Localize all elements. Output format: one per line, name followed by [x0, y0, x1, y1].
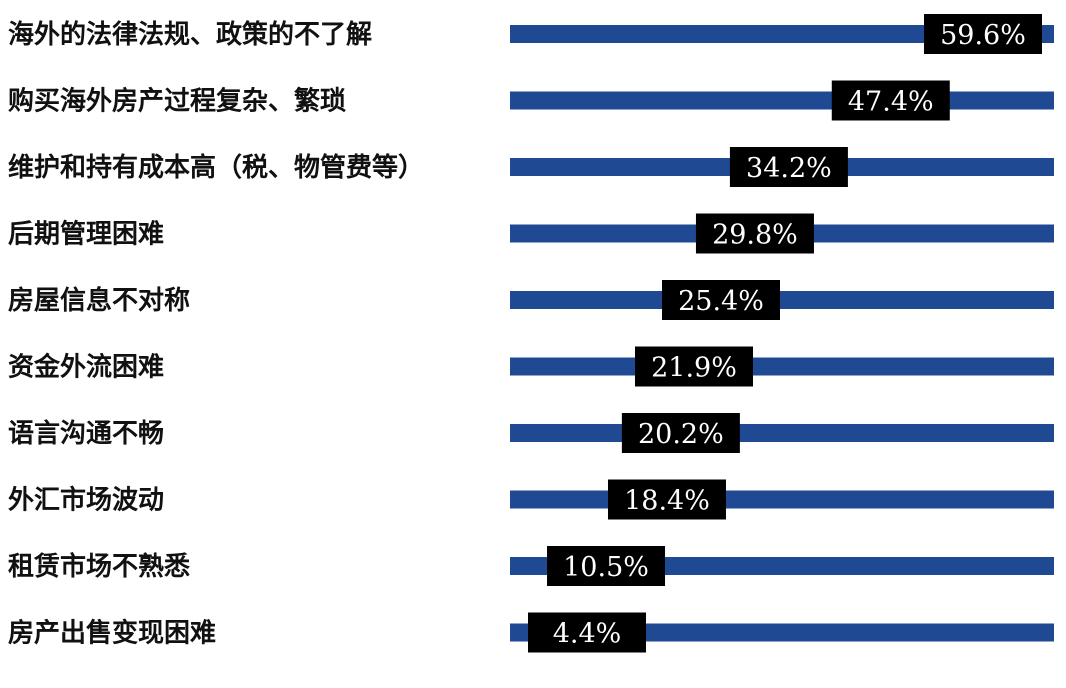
bar: [510, 357, 1054, 376]
category-label: 房产出售变现困难: [8, 618, 216, 649]
bar: [510, 424, 1054, 442]
bar: [510, 291, 1054, 309]
bar-row: 房产出售变现困难 4.4%: [8, 612, 1054, 653]
value-label: 21.9%: [651, 353, 737, 384]
value-marker: [831, 80, 950, 121]
value-label: 4.4%: [553, 619, 622, 650]
bar-row: 外汇市场波动 18.4%: [8, 479, 1054, 520]
value-label: 34.2%: [746, 153, 832, 184]
value-marker: [662, 280, 781, 320]
value-marker: [695, 213, 814, 254]
value-label: 47.4%: [848, 87, 934, 118]
category-label: 资金外流困难: [8, 352, 164, 383]
bar: [510, 490, 1054, 509]
value-label: 59.6%: [940, 20, 1026, 51]
bar-row: 房屋信息不对称 25.4%: [8, 280, 1054, 320]
category-label: 房屋信息不对称: [8, 285, 190, 316]
bar-row: 维护和持有成本高（税、物管费等） 34.2%: [8, 147, 1054, 187]
bar-row: 海外的法律法规、政策的不了解 59.6%: [8, 14, 1054, 54]
bar-row: 资金外流困难 21.9%: [8, 346, 1054, 387]
bar: [510, 91, 1054, 110]
category-label: 购买海外房产过程复杂、繁琐: [8, 86, 346, 117]
category-label: 外汇市场波动: [8, 485, 164, 516]
value-marker: [621, 413, 740, 453]
value-marker: [634, 346, 753, 387]
category-label: 维护和持有成本高（税、物管费等）: [8, 152, 424, 183]
category-label: 语言沟通不畅: [8, 419, 164, 449]
value-label: 25.4%: [678, 286, 764, 317]
value-marker: [547, 546, 666, 586]
bar-row: 购买海外房产过程复杂、繁琐 47.4%: [8, 80, 1054, 121]
value-label: 29.8%: [712, 220, 798, 251]
value-label: 10.5%: [563, 552, 649, 583]
value-marker: [528, 612, 646, 653]
bar-row: 语言沟通不畅 20.2%: [8, 413, 1054, 453]
value-label: 18.4%: [624, 486, 710, 517]
category-label: 后期管理困难: [8, 220, 164, 250]
value-label: 20.2%: [638, 419, 724, 450]
value-marker: [729, 147, 848, 187]
value-marker: [924, 14, 1042, 54]
bar: [510, 25, 1054, 43]
category-label: 海外的法律法规、政策的不了解: [8, 19, 372, 50]
bar-row: 后期管理困难 29.8%: [8, 213, 1054, 254]
category-label: 租赁市场不熟悉: [8, 551, 190, 582]
bar-row: 租赁市场不熟悉 10.5%: [8, 546, 1054, 586]
value-marker: [607, 479, 726, 520]
chart-rows: 海外的法律法规、政策的不了解 59.6% 购买海外房产过程复杂、繁琐 47.4% 维护和…: [8, 14, 1054, 653]
